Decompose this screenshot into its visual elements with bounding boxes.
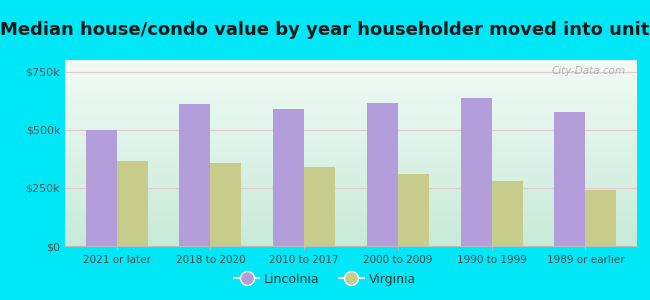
Bar [586, 190, 616, 246]
Text: Median house/condo value by year householder moved into unit: Median house/condo value by year househo… [0, 21, 650, 39]
Bar [86, 130, 116, 246]
Bar [554, 112, 586, 246]
Bar [116, 161, 148, 246]
Bar [491, 182, 523, 246]
Bar [273, 109, 304, 246]
Bar [367, 103, 398, 246]
Bar [304, 167, 335, 246]
Bar [211, 164, 241, 246]
Bar [398, 174, 429, 246]
Bar [179, 104, 211, 246]
Bar [461, 98, 491, 246]
Text: City-Data.com: City-Data.com [551, 66, 625, 76]
Legend: Lincolnia, Virginia: Lincolnia, Virginia [229, 268, 421, 291]
